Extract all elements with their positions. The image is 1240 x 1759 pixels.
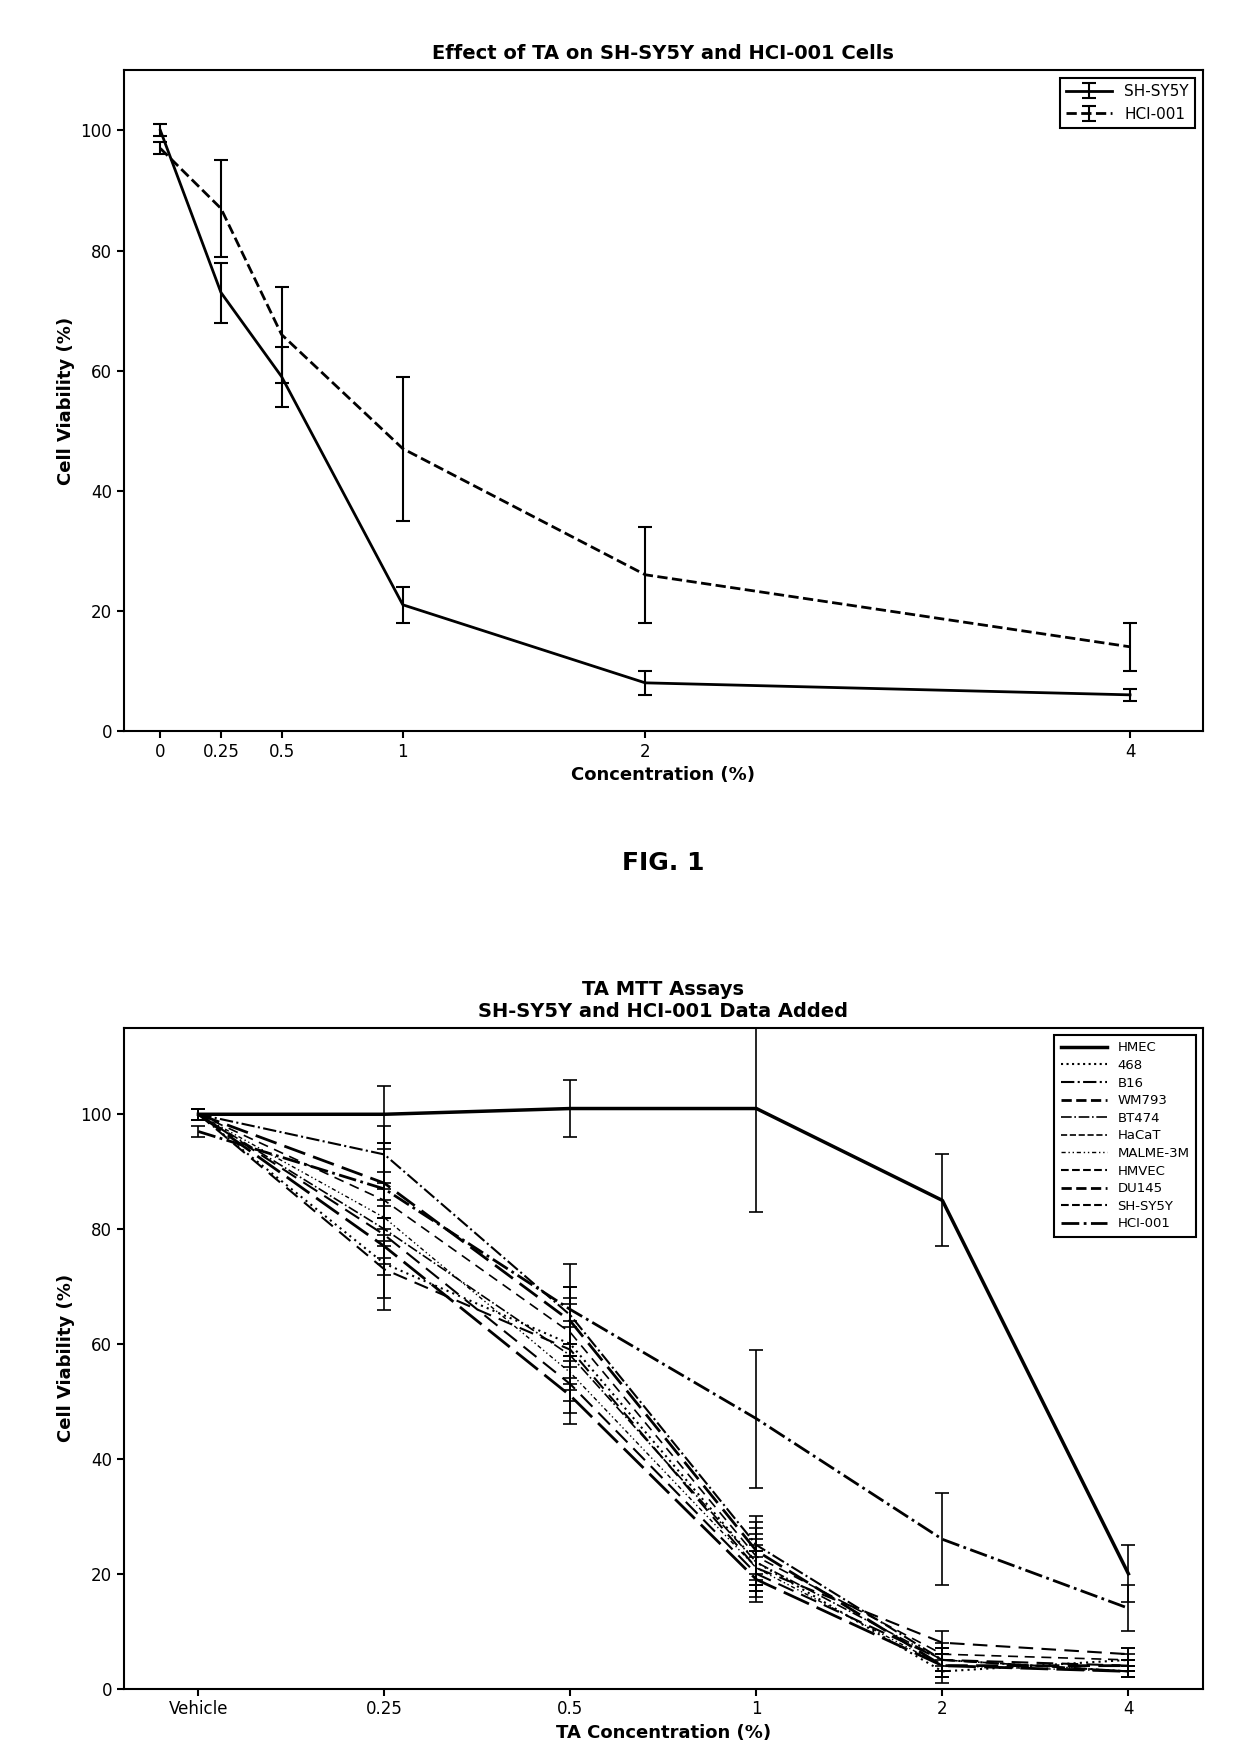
X-axis label: TA Concentration (%): TA Concentration (%) xyxy=(556,1724,771,1741)
Text: FIG. 1: FIG. 1 xyxy=(622,851,704,874)
Legend: SH-SY5Y, HCI-001: SH-SY5Y, HCI-001 xyxy=(1060,77,1195,128)
Title: TA MTT Assays
SH-SY5Y and HCI-001 Data Added: TA MTT Assays SH-SY5Y and HCI-001 Data A… xyxy=(479,980,848,1020)
X-axis label: Concentration (%): Concentration (%) xyxy=(572,767,755,785)
Y-axis label: Cell Viability (%): Cell Viability (%) xyxy=(57,1274,74,1442)
Y-axis label: Cell Viability (%): Cell Viability (%) xyxy=(57,317,74,485)
Title: Effect of TA on SH-SY5Y and HCI-001 Cells: Effect of TA on SH-SY5Y and HCI-001 Cell… xyxy=(433,44,894,63)
Legend: HMEC, 468, B16, WM793, BT474, HaCaT, MALME-3M, HMVEC, DU145, SH-SY5Y, HCI-001: HMEC, 468, B16, WM793, BT474, HaCaT, MAL… xyxy=(1054,1034,1197,1237)
